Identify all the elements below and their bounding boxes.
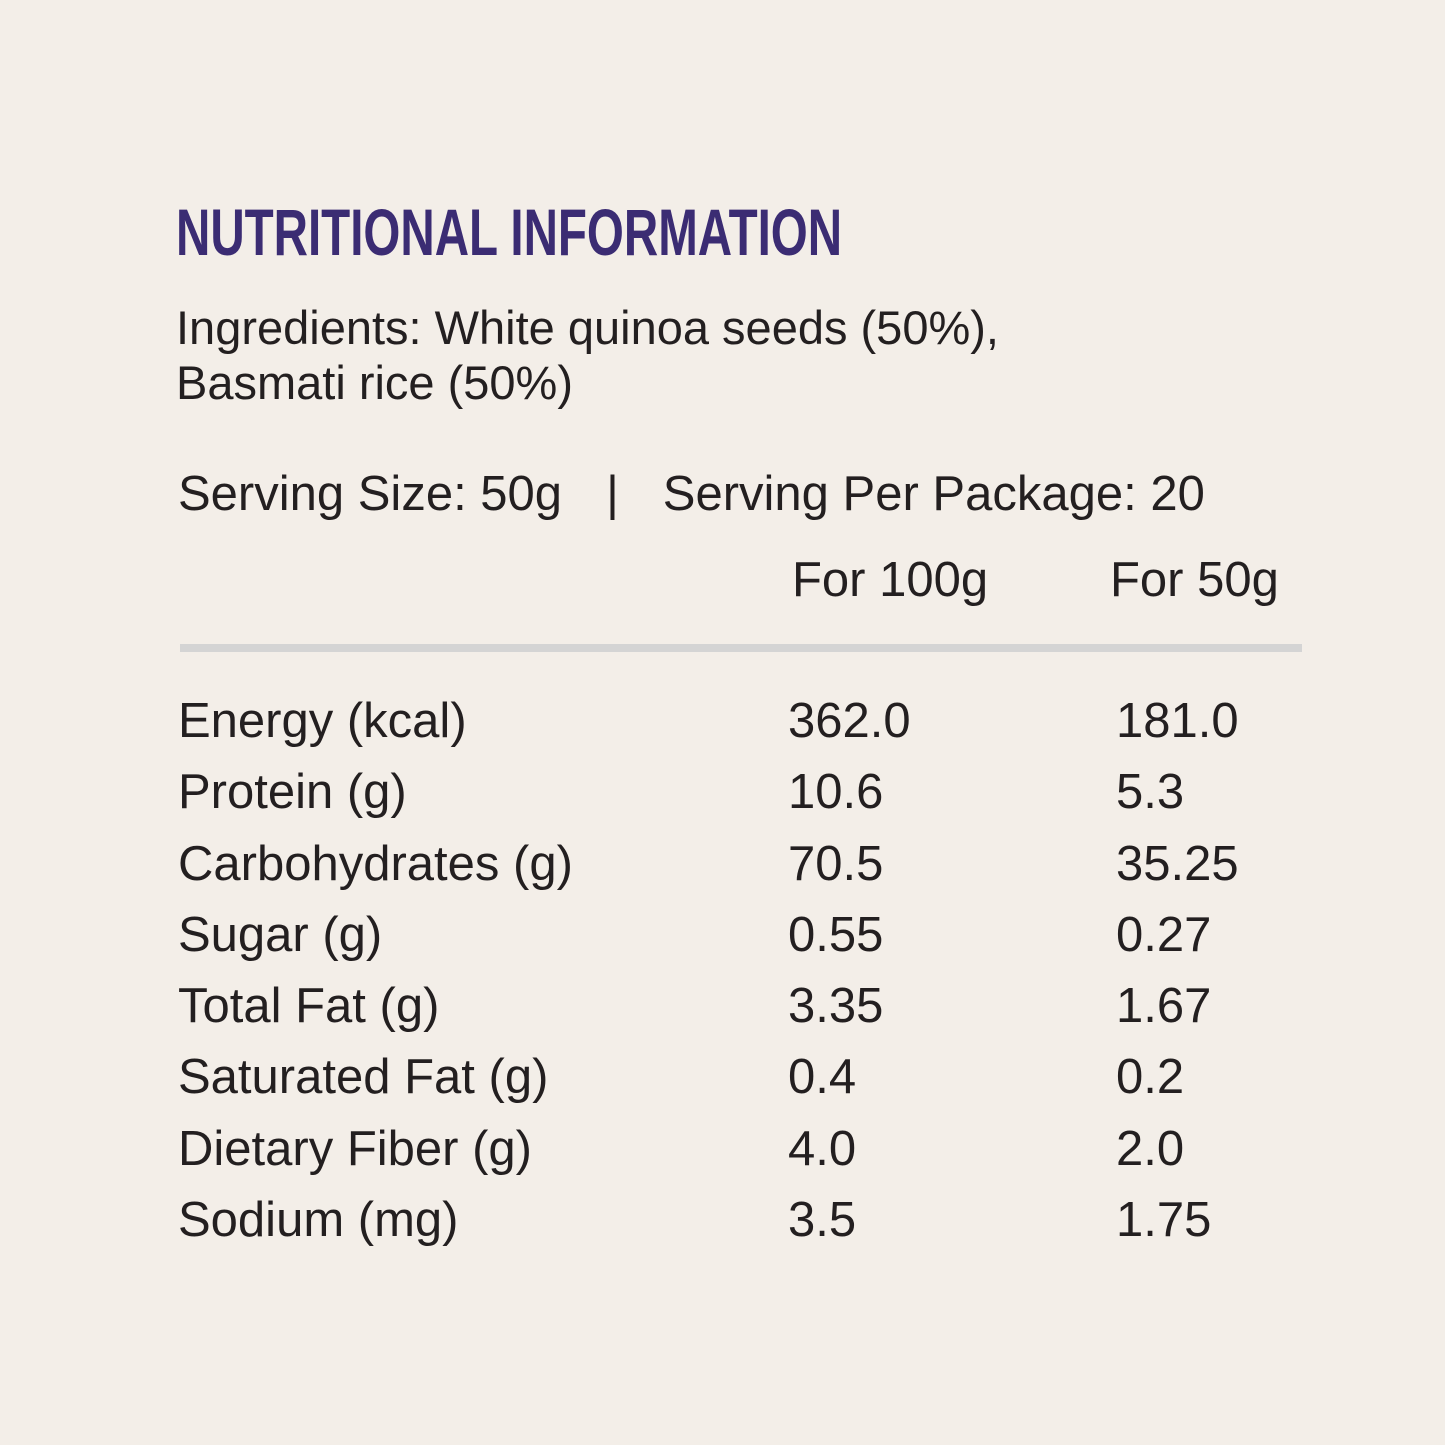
serving-size: Serving Size: 50g — [178, 467, 563, 521]
nutrient-name: Sodium (mg) — [178, 1193, 459, 1248]
value-per-50g: 2.0 — [1116, 1121, 1185, 1176]
nutrition-table: Energy (kcal) 362.0 181.0 Protein (g) 10… — [178, 690, 1308, 1260]
nutrient-name: Protein (g) — [178, 765, 407, 820]
table-row: Carbohydrates (g) 70.5 35.25 — [178, 833, 1308, 904]
ingredients-text: Ingredients: White quinoa seeds (50%), B… — [176, 300, 1326, 410]
value-per-100g: 3.5 — [788, 1193, 857, 1248]
serving-info: Serving Size: 50g | Serving Per Package:… — [178, 466, 1205, 522]
value-per-50g: 5.3 — [1116, 765, 1185, 820]
column-header-per-100g: For 100g — [792, 553, 989, 607]
table-row: Sodium (mg) 3.5 1.75 — [178, 1189, 1308, 1260]
value-per-100g: 3.35 — [788, 979, 884, 1034]
nutrient-name: Sugar (g) — [178, 907, 383, 962]
value-per-50g: 1.67 — [1116, 979, 1212, 1034]
value-per-100g: 0.4 — [788, 1050, 857, 1105]
nutrient-name: Energy (kcal) — [178, 694, 467, 748]
page-title: NUTRITIONAL INFORMATION — [176, 195, 843, 269]
ingredients-line-1: Ingredients: White quinoa seeds (50%), — [176, 301, 999, 354]
table-row: Sugar (g) 0.55 0.27 — [178, 904, 1308, 975]
value-per-100g: 10.6 — [788, 765, 884, 820]
table-row: Protein (g) 10.6 5.3 — [178, 761, 1308, 832]
table-row: Total Fat (g) 3.35 1.67 — [178, 975, 1308, 1046]
serving-separator: | — [606, 467, 619, 521]
value-per-50g: 1.75 — [1116, 1193, 1212, 1248]
value-per-50g: 0.2 — [1116, 1050, 1185, 1105]
value-per-100g: 362.0 — [788, 694, 911, 748]
value-per-100g: 70.5 — [788, 836, 884, 891]
nutrient-name: Saturated Fat (g) — [178, 1050, 549, 1105]
value-per-100g: 4.0 — [788, 1121, 857, 1176]
value-per-50g: 0.27 — [1116, 907, 1212, 962]
value-per-50g: 35.25 — [1116, 836, 1239, 891]
table-row: Saturated Fat (g) 0.4 0.2 — [178, 1046, 1308, 1117]
nutrient-name: Carbohydrates (g) — [178, 836, 573, 891]
value-per-100g: 0.55 — [788, 907, 884, 962]
header-divider — [180, 644, 1302, 652]
nutrient-name: Total Fat (g) — [178, 979, 440, 1034]
ingredients-line-2: Basmati rice (50%) — [176, 356, 573, 409]
column-header-per-50g: For 50g — [1110, 553, 1279, 607]
table-row: Energy (kcal) 362.0 181.0 — [178, 690, 1308, 761]
value-per-50g: 181.0 — [1116, 694, 1239, 748]
nutrient-name: Dietary Fiber (g) — [178, 1121, 532, 1176]
servings-per-package: Serving Per Package: 20 — [662, 467, 1205, 521]
table-row: Dietary Fiber (g) 4.0 2.0 — [178, 1118, 1308, 1189]
